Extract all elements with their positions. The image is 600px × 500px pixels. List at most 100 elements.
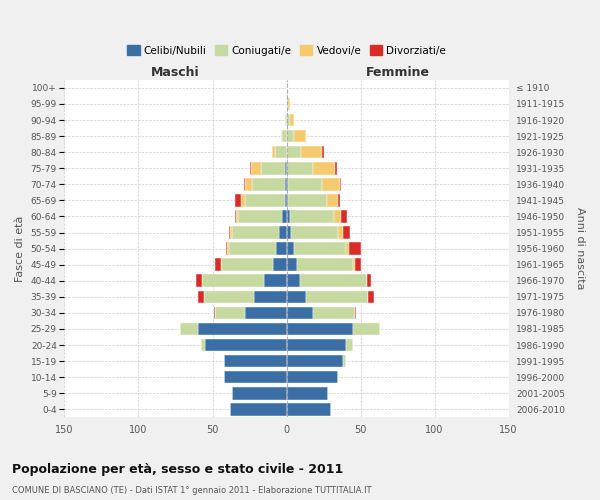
Bar (238, 210, 282, 222)
Bar (353, 258, 355, 271)
Bar (322, 146, 323, 158)
Legend: Celibi/Nubili, Coniugati/e, Vedovi/e, Divorziati/e: Celibi/Nubili, Coniugati/e, Vedovi/e, Di… (123, 41, 450, 60)
Bar (287, 355, 343, 368)
Text: Popolazione per età, sesso e stato civile - 2011: Popolazione per età, sesso e stato civil… (12, 462, 343, 475)
Bar (291, 226, 338, 239)
Bar (301, 146, 322, 158)
Bar (200, 339, 205, 351)
Bar (338, 194, 340, 206)
Bar (287, 403, 331, 415)
Bar (335, 162, 337, 174)
Bar (294, 130, 306, 142)
Bar (180, 322, 198, 335)
Bar (215, 258, 221, 271)
Bar (285, 194, 287, 206)
Bar (287, 290, 306, 303)
Bar (287, 114, 290, 126)
Bar (287, 226, 291, 239)
Bar (297, 258, 353, 271)
Bar (251, 162, 262, 174)
Bar (287, 210, 290, 222)
Text: COMUNE DI BASCIANO (TE) - Dati ISTAT 1° gennaio 2011 - Elaborazione TUTTITALIA.I: COMUNE DI BASCIANO (TE) - Dati ISTAT 1° … (12, 486, 371, 495)
Bar (288, 194, 326, 206)
Bar (287, 322, 353, 335)
Bar (287, 130, 294, 142)
Bar (254, 290, 287, 303)
Bar (235, 194, 241, 206)
Bar (287, 339, 346, 351)
Bar (287, 371, 338, 384)
Bar (290, 114, 294, 126)
Bar (245, 178, 253, 190)
Bar (229, 242, 276, 255)
Bar (334, 210, 341, 222)
Bar (290, 210, 334, 222)
Bar (241, 194, 245, 206)
Bar (196, 274, 202, 287)
Bar (198, 290, 203, 303)
Bar (215, 306, 245, 319)
Y-axis label: Anni di nascita: Anni di nascita (575, 208, 585, 290)
Bar (198, 322, 287, 335)
Bar (287, 194, 288, 206)
Bar (245, 306, 287, 319)
Bar (287, 387, 328, 400)
Bar (368, 290, 374, 303)
Bar (300, 274, 367, 287)
Bar (281, 130, 282, 142)
Bar (230, 226, 232, 239)
Bar (221, 258, 273, 271)
Bar (326, 194, 338, 206)
Bar (343, 355, 346, 368)
Bar (224, 371, 287, 384)
Bar (272, 146, 275, 158)
Bar (230, 403, 287, 415)
Bar (313, 162, 335, 174)
Bar (202, 274, 265, 287)
Bar (203, 290, 254, 303)
Bar (287, 146, 301, 158)
Bar (287, 162, 313, 174)
Bar (244, 178, 245, 190)
Bar (245, 194, 285, 206)
Bar (232, 387, 287, 400)
Y-axis label: Fasce di età: Fasce di età (15, 216, 25, 282)
Bar (355, 258, 361, 271)
Bar (338, 226, 343, 239)
Bar (288, 178, 322, 190)
Bar (236, 210, 238, 222)
Bar (275, 146, 287, 158)
Bar (346, 242, 349, 255)
Bar (341, 210, 347, 222)
Bar (346, 339, 353, 351)
Bar (288, 98, 290, 110)
Bar (235, 210, 236, 222)
Bar (340, 178, 341, 190)
Bar (224, 355, 287, 368)
Bar (250, 162, 251, 174)
Bar (232, 226, 279, 239)
Bar (282, 210, 287, 222)
Bar (343, 226, 350, 239)
Bar (285, 114, 287, 126)
Bar (253, 178, 285, 190)
Bar (227, 242, 229, 255)
Bar (355, 306, 356, 319)
Bar (287, 98, 288, 110)
Bar (349, 242, 361, 255)
Bar (285, 178, 287, 190)
Bar (276, 242, 287, 255)
Bar (262, 162, 285, 174)
Bar (205, 339, 287, 351)
Bar (273, 258, 287, 271)
Bar (322, 178, 340, 190)
Text: Femmine: Femmine (365, 66, 430, 79)
Bar (279, 226, 287, 239)
Bar (287, 242, 294, 255)
Bar (287, 306, 313, 319)
Bar (306, 290, 368, 303)
Bar (214, 306, 215, 319)
Bar (287, 178, 288, 190)
Bar (353, 322, 380, 335)
Bar (226, 242, 227, 255)
